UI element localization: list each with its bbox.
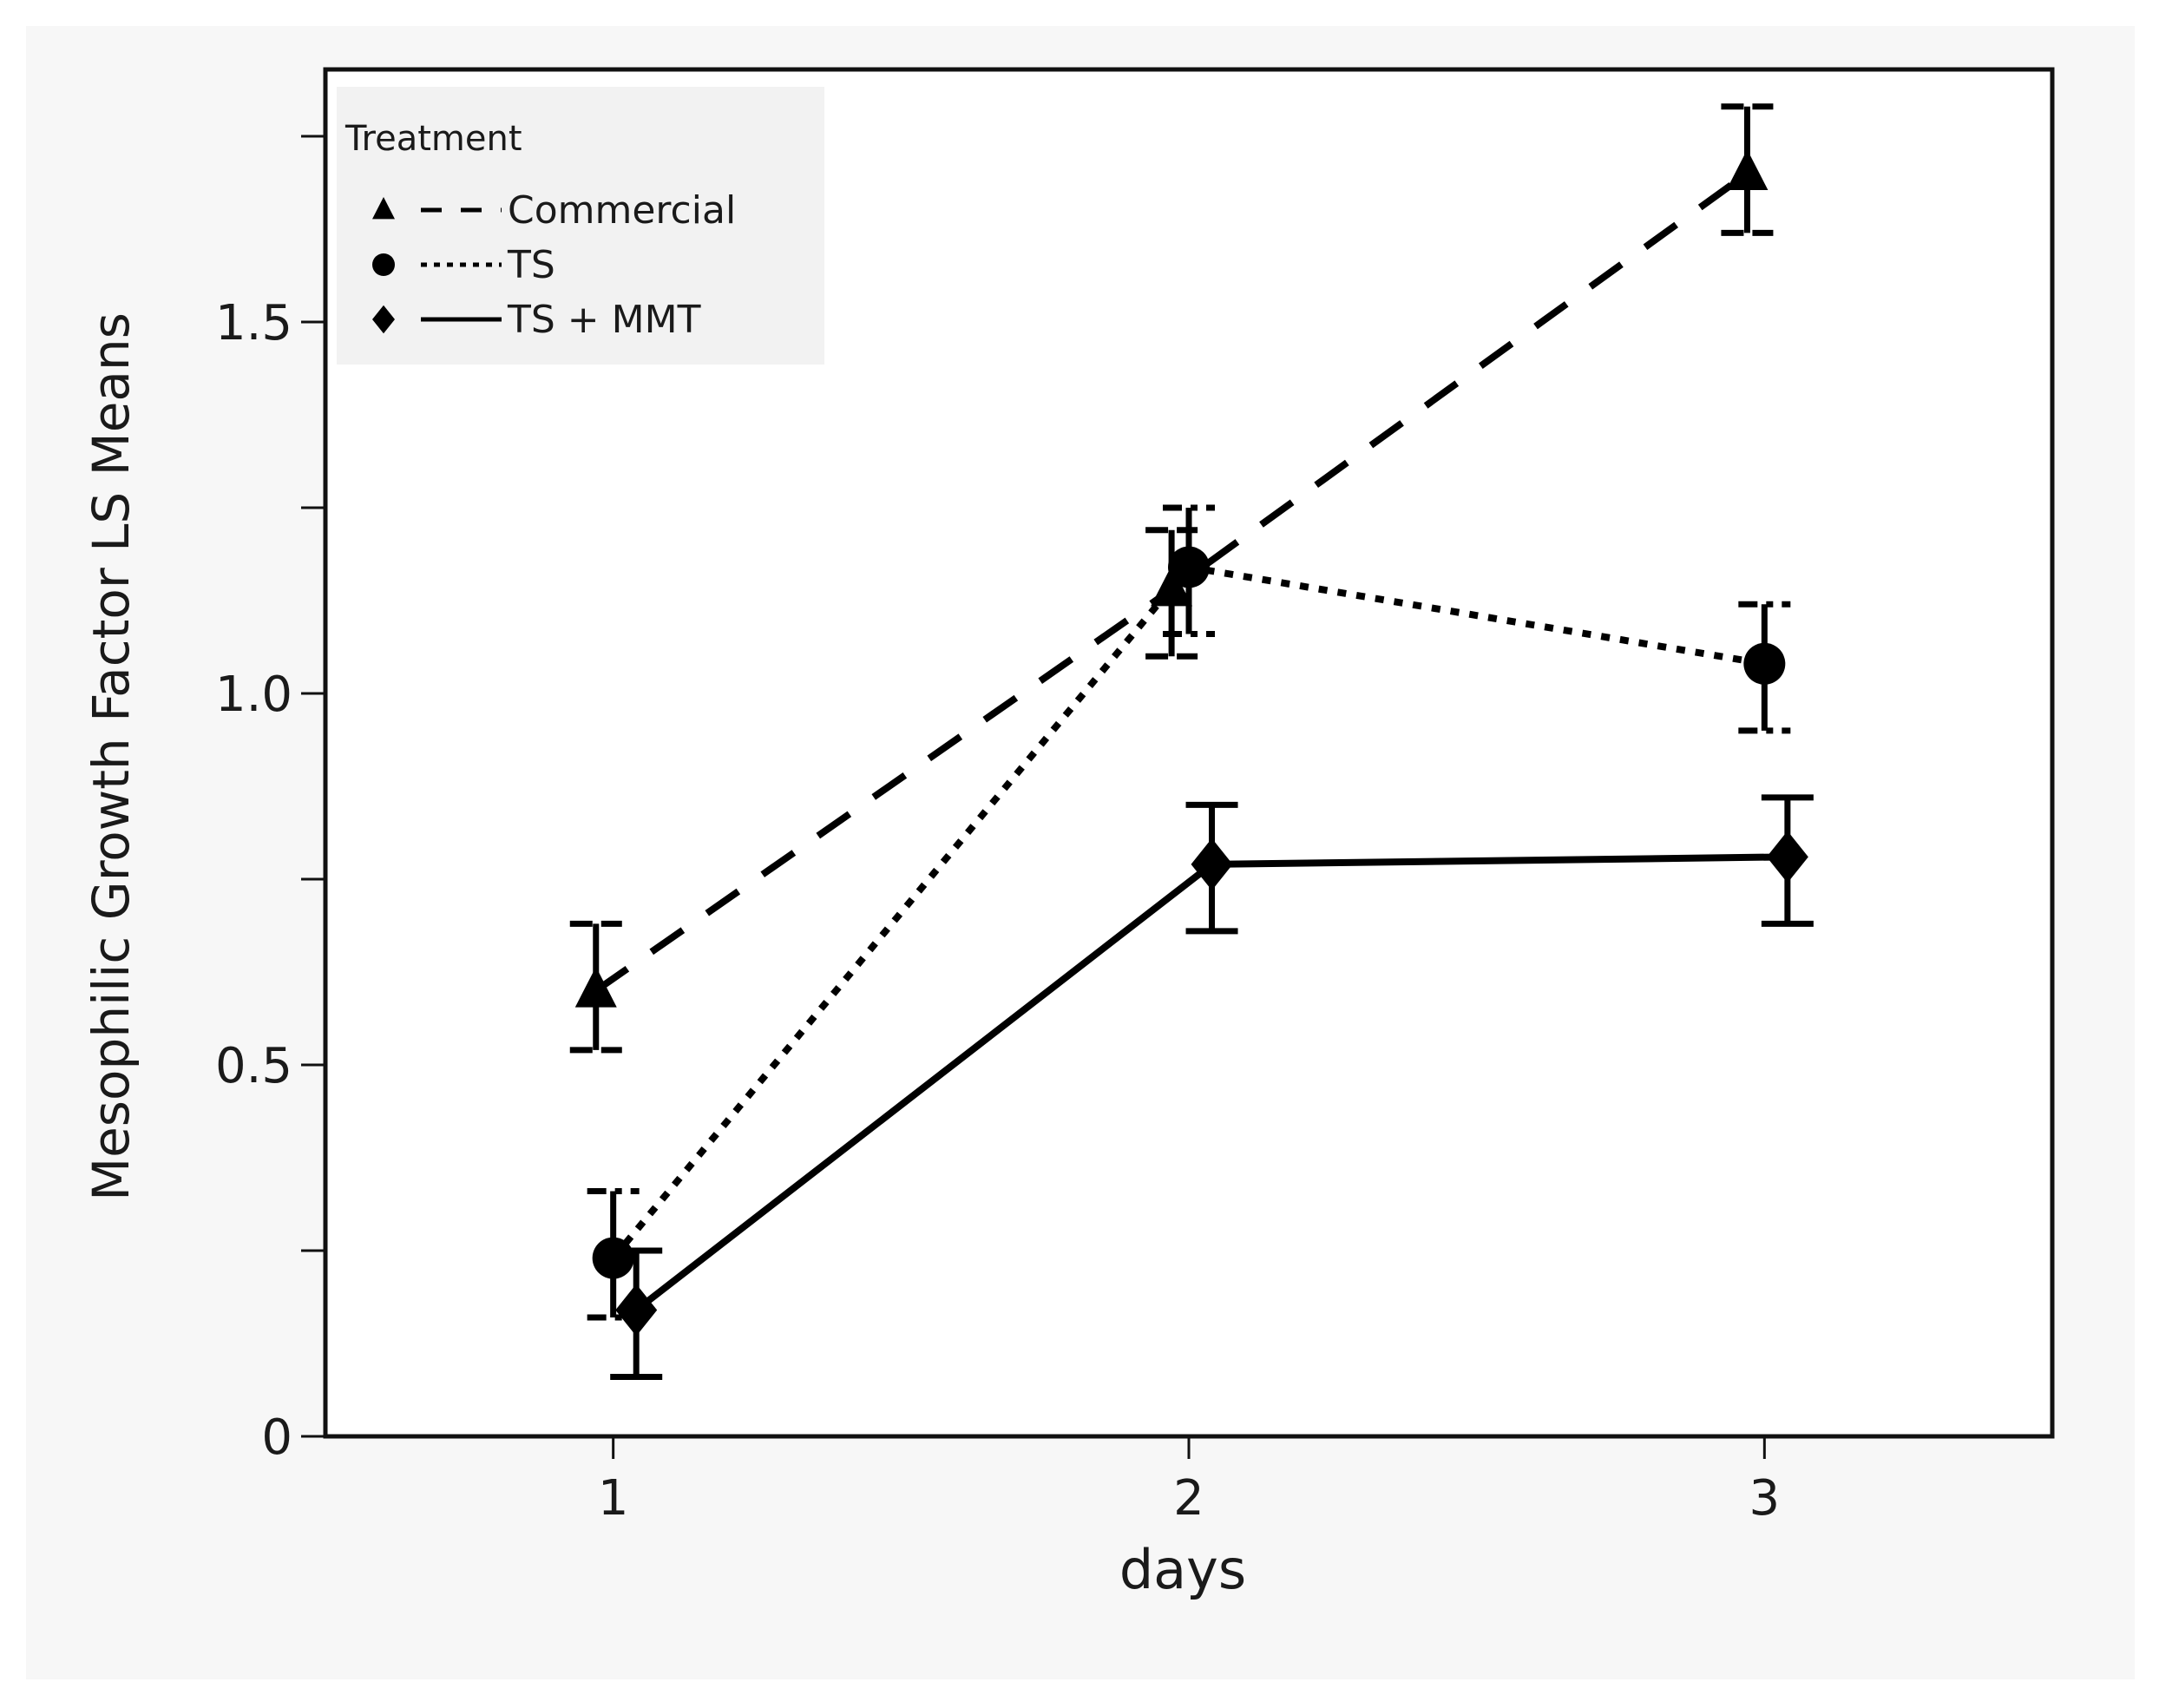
x-axis-ticks: 1 2 3 [598,1436,1780,1527]
legend-items: Commercial TS TS + MMT [372,188,736,342]
legend-item-commercial: Commercial [372,188,736,233]
y-tick-label-2: 0.5 [215,1038,292,1094]
y-tick-label-6: 1.5 [215,295,292,351]
legend-background [337,87,824,365]
legend-title: Treatment [345,119,522,159]
x-tick-label-0: 1 [598,1470,629,1527]
data-point-ts-mmt-1 [1191,838,1233,890]
legend-label-ts: TS [507,243,555,287]
legend-label-ts-mmt: TS + MMT [507,298,701,342]
y-tick-label-0: 0 [261,1409,292,1466]
data-point-ts-0 [592,1237,634,1279]
figure-panel: 0 0.5 1.0 1.5 1 2 3 Treatment Commercial TS TS … [26,26,2135,1679]
x-tick-label-1: 2 [1173,1470,1204,1527]
y-axis-label: Mesophilic Growth Factor LS Means [82,312,141,1201]
data-point-ts-mmt-0 [615,1284,658,1337]
data-point-ts-mmt-2 [1766,831,1808,884]
data-point-ts-1 [1168,546,1210,588]
y-tick-label-4: 1.0 [215,667,292,723]
legend-marker-ts-mmt [372,305,395,334]
series-layer [569,103,1814,1381]
legend-item-ts-mmt: TS + MMT [372,298,701,342]
series-ts-mmt [610,794,1814,1381]
legend-marker-ts [372,253,395,276]
x-tick-label-2: 3 [1749,1470,1781,1527]
data-point-ts-2 [1743,642,1786,685]
y-axis-ticks: 0 0.5 1.0 1.5 [215,135,325,1466]
line-chart: 0 0.5 1.0 1.5 1 2 3 Treatment Commercial TS TS … [82,67,2055,1601]
series-commercial [569,103,1774,1054]
legend-marker-commercial [372,197,395,220]
legend: Treatment Commercial TS TS + MMT [337,87,824,365]
legend-label-commercial: Commercial [508,188,736,233]
data-point-commercial-2 [1726,149,1769,191]
x-axis-label: days [1119,1538,1246,1601]
data-point-commercial-0 [574,966,617,1008]
legend-item-ts: TS [372,243,555,287]
